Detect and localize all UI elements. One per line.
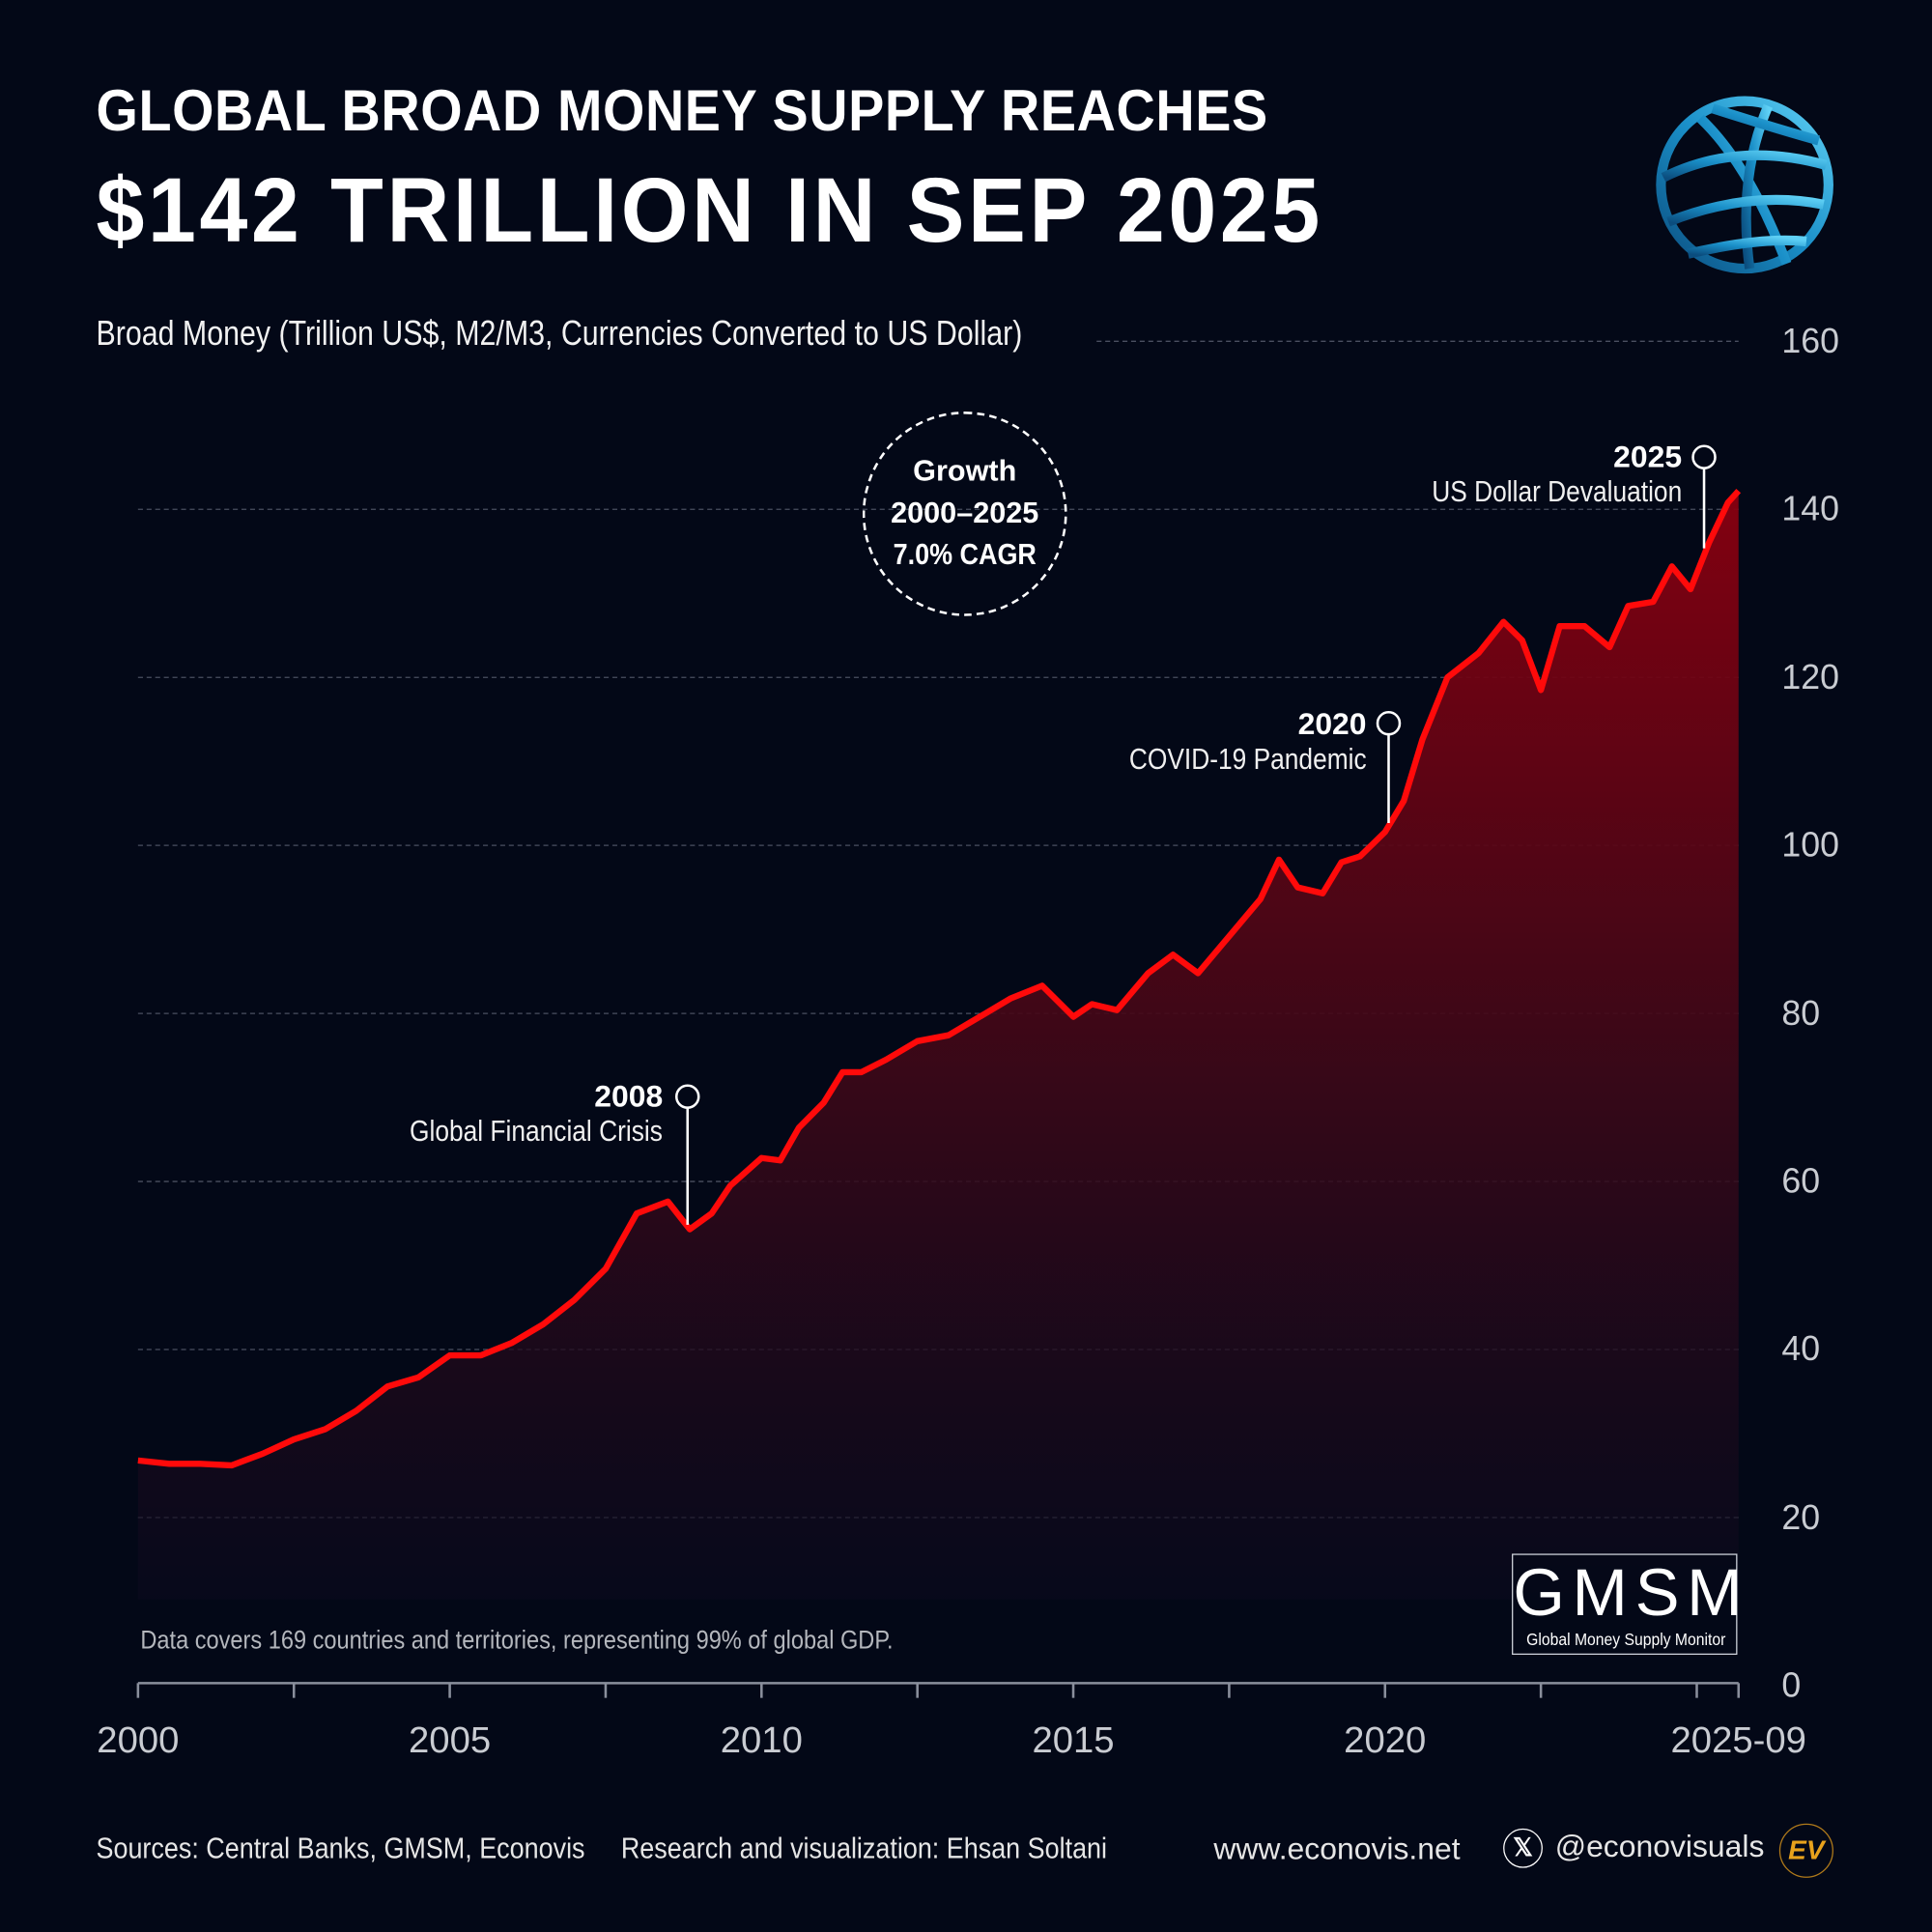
x-tick-label: 2010: [720, 1719, 803, 1761]
annotation-label: COVID-19 Pandemic: [1128, 743, 1367, 777]
sources: Sources: Central Banks, GMSM, Econovis: [96, 1832, 585, 1866]
annotation-label: US Dollar Devaluation: [1432, 475, 1683, 509]
growth-period: 2000–2025: [891, 497, 1039, 530]
title-line-1: GLOBAL BROAD MONEY SUPPLY REACHES: [96, 77, 1268, 143]
gmsm-logo-text: GMSM: [1513, 1555, 1750, 1631]
series-line: [137, 489, 1742, 1469]
gmsm-logo: GMSM Global Money Supply Monitor: [1512, 1553, 1750, 1656]
y-tick-label: 40: [1781, 1329, 1821, 1369]
annotation-2020: 2020 COVID-19 Pandemic: [1091, 707, 1367, 778]
x-tick-label: 2020: [1344, 1719, 1427, 1761]
y-tick-label: 60: [1781, 1161, 1821, 1201]
annotation-marker-2025: [1691, 444, 1717, 469]
y-tick-label: 160: [1781, 321, 1839, 360]
x-twitter-icon[interactable]: 𝕏: [1503, 1828, 1543, 1868]
social-handle[interactable]: @econovisuals: [1554, 1830, 1765, 1864]
coverage-note: Data covers 169 countries and territorie…: [140, 1626, 894, 1656]
y-axis-label: Broad Money (Trillion US$, M2/M3, Curren…: [96, 314, 1023, 353]
y-tick-label: 0: [1781, 1665, 1802, 1705]
x-tick-label: 2005: [409, 1719, 492, 1761]
annotation-2025: 2025 US Dollar Devaluation: [1391, 440, 1682, 510]
annotation-year: 2025: [1613, 440, 1683, 475]
x-tick-label: 2025-09: [1670, 1719, 1806, 1761]
title-line-2: $142 TRILLION IN SEP 2025: [96, 158, 1323, 262]
annotation-2008: 2008 Global Financial Crisis: [369, 1079, 664, 1150]
annotation-year: 2008: [594, 1079, 664, 1115]
annotation-marker-2020: [1376, 710, 1402, 736]
annotation-label: Global Financial Crisis: [410, 1115, 664, 1149]
annotation-year: 2020: [1297, 707, 1367, 742]
y-tick-label: 80: [1781, 993, 1821, 1033]
annotation-marker-2008: [674, 1084, 700, 1109]
x-tick-label: 2015: [1032, 1719, 1115, 1761]
x-tick-label: 2000: [97, 1719, 180, 1761]
globe-logo-icon: [1656, 96, 1833, 274]
credit: Research and visualization: Ehsan Soltan…: [620, 1832, 1108, 1866]
area-fill: [137, 491, 1739, 1600]
website-link[interactable]: www.econovis.net: [1213, 1832, 1461, 1867]
y-tick-label: 20: [1781, 1497, 1821, 1537]
ev-logo-icon: EV: [1778, 1823, 1833, 1878]
growth-badge: Growth 2000–2025 7.0% CAGR: [862, 412, 1067, 616]
y-tick-label: 120: [1781, 657, 1839, 696]
growth-title: Growth: [913, 454, 1017, 489]
y-tick-label: 140: [1781, 489, 1839, 528]
y-tick-label: 100: [1781, 825, 1839, 865]
growth-cagr: 7.0% CAGR: [893, 538, 1037, 572]
gmsm-logo-subtitle: Global Money Supply Monitor: [1526, 1629, 1726, 1649]
